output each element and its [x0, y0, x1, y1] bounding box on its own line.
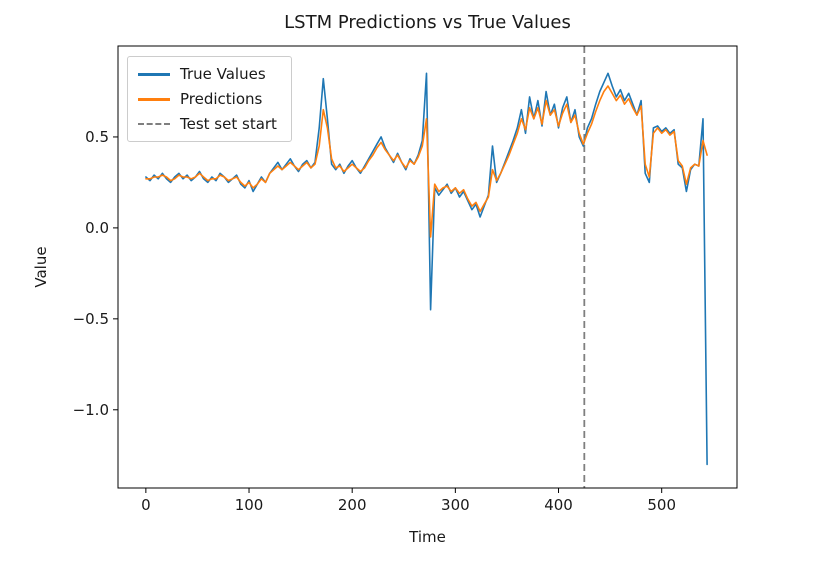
y-tick-label: −0.5: [73, 310, 109, 328]
axes-spines: [117, 45, 738, 489]
y-tick-label: 0.0: [85, 219, 109, 237]
legend-label-predictions: Predictions: [180, 90, 263, 108]
x-tick-label: 0: [141, 496, 151, 514]
legend-label-test-set-start: Test set start: [180, 115, 277, 133]
legend-label-true-values: True Values: [180, 65, 266, 83]
y-tick-label: −1.0: [73, 401, 109, 419]
x-tick-label: 100: [235, 496, 264, 514]
x-axis-label: Time: [409, 528, 446, 546]
predictions-line-sample: [138, 97, 170, 101]
legend: True Values Predictions Test set start: [127, 56, 292, 142]
legend-entry-test-set-start: Test set start: [138, 115, 277, 133]
x-tick-label: 500: [647, 496, 676, 514]
chart-title: LSTM Predictions vs True Values: [284, 12, 571, 33]
y-axis-label: Value: [32, 246, 50, 288]
x-tick-label: 300: [441, 496, 470, 514]
y-tick-label: 0.5: [85, 128, 109, 146]
legend-entry-true-values: True Values: [138, 65, 277, 83]
x-tick-label: 200: [338, 496, 367, 514]
test-set-start-line-sample: [138, 123, 170, 125]
true-values-line-sample: [138, 72, 170, 76]
series-line-predictions: [145, 85, 708, 238]
legend-entry-predictions: Predictions: [138, 90, 277, 108]
x-tick-label: 400: [544, 496, 573, 514]
